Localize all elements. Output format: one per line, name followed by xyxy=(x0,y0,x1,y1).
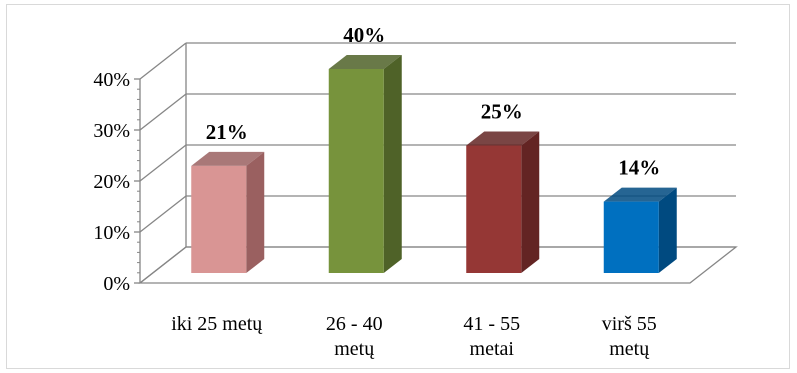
bar-side-1 xyxy=(383,55,402,273)
y-tick-label: 10% xyxy=(93,222,130,244)
y-tick-label: 0% xyxy=(103,273,130,295)
category-label-1: metų xyxy=(334,338,375,360)
bar-side-0 xyxy=(246,151,265,273)
data-label-2: 25% xyxy=(481,100,523,124)
bar-1 xyxy=(328,69,384,273)
y-tick-label: 40% xyxy=(93,69,130,91)
bar-3 xyxy=(603,201,659,273)
category-label-3: virš 55 xyxy=(602,313,657,335)
gridline-side-1 xyxy=(139,195,187,233)
data-label-1: 40% xyxy=(343,23,385,47)
bar-top-0 xyxy=(191,151,265,166)
category-label-2: 41 - 55 xyxy=(463,313,520,335)
bar-2 xyxy=(466,145,522,273)
bar-side-2 xyxy=(521,131,540,273)
category-label-3: metų xyxy=(609,338,650,360)
y-tick-label: 30% xyxy=(93,120,130,142)
gridline-side-2 xyxy=(139,144,187,182)
category-label-2: metai xyxy=(470,338,515,360)
bar-0 xyxy=(191,165,247,273)
category-label-0: iki 25 metų xyxy=(171,313,263,335)
category-label-1: 26 - 40 xyxy=(326,313,383,335)
data-label-0: 21% xyxy=(206,120,248,144)
bar-top-1 xyxy=(328,55,402,69)
bar-side-3 xyxy=(658,187,677,273)
data-label-3: 14% xyxy=(618,156,660,180)
chart-floor xyxy=(138,246,738,284)
gridline-side-3 xyxy=(139,93,187,131)
bar-top-2 xyxy=(466,131,540,146)
y-tick-label: 20% xyxy=(93,171,130,193)
gridline-side-4 xyxy=(139,42,187,80)
bar-top-3 xyxy=(603,187,677,202)
